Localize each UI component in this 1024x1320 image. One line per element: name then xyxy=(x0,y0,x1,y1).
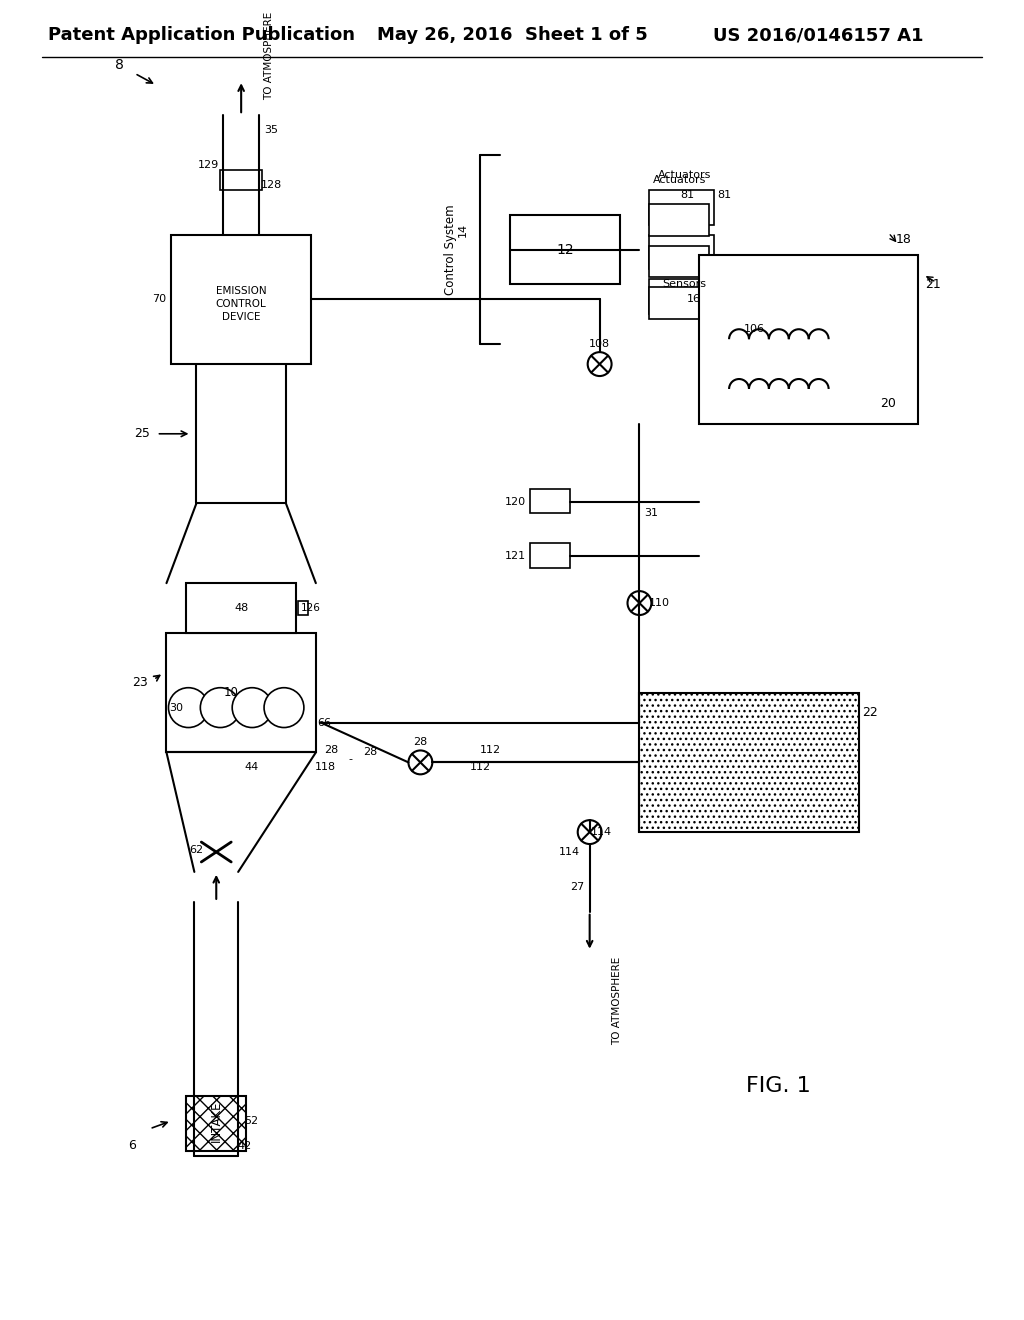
Bar xyxy=(649,280,714,314)
Text: 28: 28 xyxy=(414,738,427,747)
Bar xyxy=(649,190,714,224)
Text: Patent Application Publication: Patent Application Publication xyxy=(48,26,355,45)
Circle shape xyxy=(628,591,651,615)
Text: TO ATMOSPHERE: TO ATMOSPHERE xyxy=(612,957,623,1045)
Text: 31: 31 xyxy=(644,508,658,519)
Text: 8: 8 xyxy=(116,58,124,73)
Text: 23: 23 xyxy=(132,676,147,689)
Text: -: - xyxy=(349,755,352,764)
Text: 81: 81 xyxy=(717,190,731,199)
Text: Sensors: Sensors xyxy=(663,280,707,289)
Text: Actuators: Actuators xyxy=(657,170,711,180)
Bar xyxy=(530,488,569,513)
Text: 114: 114 xyxy=(591,828,612,837)
Text: 128: 128 xyxy=(260,180,282,190)
Text: 129: 129 xyxy=(198,160,219,170)
Text: US 2016/0146157 A1: US 2016/0146157 A1 xyxy=(714,26,924,45)
Text: 106: 106 xyxy=(743,325,765,334)
Bar xyxy=(167,634,315,752)
Circle shape xyxy=(201,688,241,727)
Text: 20: 20 xyxy=(881,397,896,411)
Text: 14: 14 xyxy=(458,223,468,236)
Text: 121: 121 xyxy=(505,552,525,561)
Text: 16: 16 xyxy=(687,294,701,305)
Text: 112: 112 xyxy=(479,746,501,755)
Circle shape xyxy=(588,352,611,376)
Text: 12: 12 xyxy=(556,243,573,256)
Text: 81: 81 xyxy=(680,190,694,199)
Text: 44: 44 xyxy=(244,763,258,772)
Text: 10: 10 xyxy=(224,686,239,700)
Text: 70: 70 xyxy=(153,294,167,305)
Text: 118: 118 xyxy=(315,763,336,772)
Text: 110: 110 xyxy=(649,598,670,609)
Text: 126: 126 xyxy=(301,603,321,612)
Bar xyxy=(699,255,919,424)
Text: 30: 30 xyxy=(169,702,183,713)
Circle shape xyxy=(232,688,272,727)
Circle shape xyxy=(264,688,304,727)
Text: 21: 21 xyxy=(926,279,941,290)
Text: 22: 22 xyxy=(862,706,879,719)
Text: 120: 120 xyxy=(505,496,525,507)
Circle shape xyxy=(409,751,432,775)
Bar xyxy=(649,203,710,236)
Bar xyxy=(639,693,858,832)
Text: 112: 112 xyxy=(470,763,490,772)
Text: 28: 28 xyxy=(364,747,378,758)
Bar xyxy=(220,170,262,190)
Text: May 26, 2016  Sheet 1 of 5: May 26, 2016 Sheet 1 of 5 xyxy=(377,26,647,45)
Text: INTAKE: INTAKE xyxy=(210,1100,223,1142)
Text: 28: 28 xyxy=(324,746,338,755)
Text: 27: 27 xyxy=(570,882,585,892)
Text: Actuators: Actuators xyxy=(652,174,706,185)
Circle shape xyxy=(169,688,208,727)
Bar xyxy=(649,246,710,277)
Bar xyxy=(298,601,308,615)
Circle shape xyxy=(578,820,602,843)
Bar xyxy=(171,235,311,364)
Text: 62: 62 xyxy=(189,845,204,855)
Bar xyxy=(649,235,714,269)
Text: 52: 52 xyxy=(244,1115,258,1126)
Text: 108: 108 xyxy=(589,339,610,350)
Bar xyxy=(186,583,296,634)
Text: FIG. 1: FIG. 1 xyxy=(746,1076,811,1096)
Bar xyxy=(649,288,710,319)
Text: 18: 18 xyxy=(895,234,911,246)
Bar xyxy=(186,1096,246,1151)
Text: EMISSION: EMISSION xyxy=(216,286,266,297)
Bar xyxy=(530,544,569,568)
Text: 25: 25 xyxy=(134,428,150,441)
Text: 35: 35 xyxy=(264,125,279,135)
Text: 66: 66 xyxy=(316,718,331,727)
Text: TO ATMOSPHERE: TO ATMOSPHERE xyxy=(264,12,274,99)
Text: DEVICE: DEVICE xyxy=(222,313,260,322)
Text: 48: 48 xyxy=(234,603,248,612)
Text: 114: 114 xyxy=(559,847,581,857)
Text: CONTROL: CONTROL xyxy=(216,300,266,309)
Bar xyxy=(510,215,620,284)
Text: 6: 6 xyxy=(128,1139,135,1152)
Text: 42: 42 xyxy=(237,1140,251,1151)
Text: Control System: Control System xyxy=(443,205,457,294)
